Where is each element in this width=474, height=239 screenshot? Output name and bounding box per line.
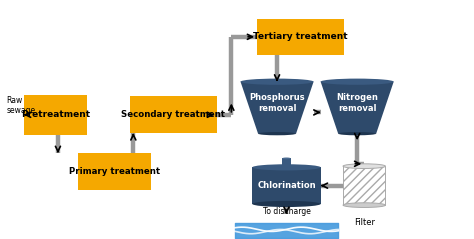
Text: Chlorination: Chlorination [257, 181, 316, 190]
FancyBboxPatch shape [343, 166, 385, 205]
FancyBboxPatch shape [24, 95, 87, 135]
Text: Filter: Filter [354, 218, 375, 227]
Text: Phosphorus
removal: Phosphorus removal [249, 93, 305, 113]
FancyBboxPatch shape [282, 158, 291, 167]
Text: Pretreatment: Pretreatment [21, 110, 90, 119]
Ellipse shape [338, 132, 376, 135]
FancyBboxPatch shape [130, 97, 217, 133]
Ellipse shape [240, 79, 314, 85]
Polygon shape [320, 82, 394, 134]
FancyBboxPatch shape [257, 18, 344, 55]
Ellipse shape [252, 201, 320, 207]
Text: To discharge: To discharge [263, 207, 310, 217]
Ellipse shape [320, 79, 394, 85]
Ellipse shape [282, 158, 291, 159]
Ellipse shape [258, 132, 296, 135]
FancyBboxPatch shape [78, 153, 151, 190]
Polygon shape [240, 82, 314, 134]
Text: Raw
sewage: Raw sewage [6, 96, 35, 115]
Text: Secondary treatment: Secondary treatment [121, 110, 225, 119]
Ellipse shape [343, 164, 385, 168]
Ellipse shape [343, 203, 385, 207]
Ellipse shape [252, 164, 320, 170]
Text: Nitrogen
removal: Nitrogen removal [336, 93, 378, 113]
FancyBboxPatch shape [252, 167, 320, 204]
Text: Primary treatment: Primary treatment [69, 167, 160, 176]
Text: Tertiary treatment: Tertiary treatment [253, 32, 348, 41]
